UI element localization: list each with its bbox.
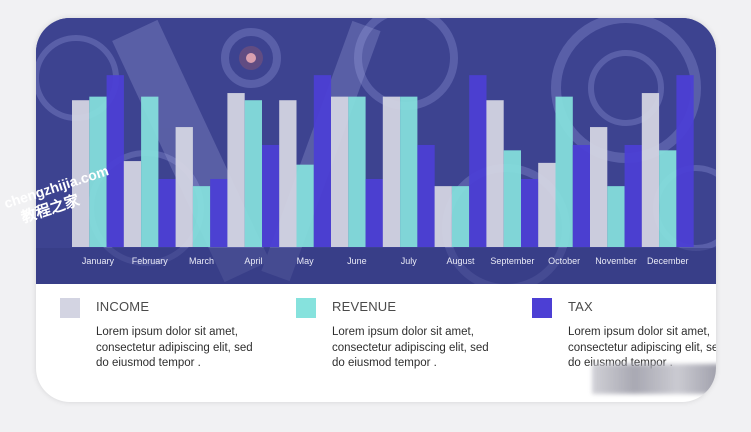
x-tick-label-july: July [401,256,418,266]
bar-revenue-april [244,100,262,247]
bar-tax-november [624,144,642,247]
bar-tax-may [313,75,332,247]
bar-income-june [331,96,349,247]
bar-tax-june [365,178,383,247]
legend-desc-revenue: Lorem ipsum dolor sit amet, consectetur … [332,326,489,369]
blurred-overlay [592,364,716,394]
bar-revenue-march [192,186,211,247]
income-swatch [60,298,80,318]
x-tick-label-october: October [548,256,580,266]
x-tick-label-march: March [189,256,214,266]
bar-income-march [175,127,193,247]
x-tick-label-may: May [297,256,315,266]
bar-chart: January February March April May June July Augu… [72,75,694,266]
bar-revenue-october [555,96,573,247]
bar-revenue-november [607,186,625,247]
bar-revenue-january [89,96,107,247]
bar-income-april [227,93,245,247]
bar-income-august [434,186,452,247]
bar-income-december [641,93,660,247]
bar-income-january [72,100,90,247]
bar-income-july [382,96,401,247]
chart-banner: January February March April May June July Augu… [36,18,716,284]
bar-tax-july [417,144,435,247]
bar-revenue-july [400,96,418,247]
infographic-card: January February March April May June July Augu… [36,18,716,402]
x-tick-label-january: January [82,256,115,266]
x-tick-label-june: June [347,256,367,266]
x-tick-label-august: August [447,256,476,266]
bar-revenue-december [659,150,677,247]
bar-income-february [123,161,142,247]
legend-desc-income: Lorem ipsum dolor sit amet, consectetur … [96,326,253,369]
legend-label-tax: TAX [568,299,593,314]
bar-tax-march [210,178,228,247]
legend-label-income: INCOME [96,299,150,314]
bar-tax-december [676,75,694,247]
legend-label-revenue: REVENUE [332,299,397,314]
bar-tax-february [158,178,176,247]
bar-tax-september [521,178,539,247]
x-tick-label-february: February [132,256,169,266]
bar-tax-april [262,144,280,247]
bar-tax-october [572,144,591,247]
bar-income-november [590,127,608,247]
bar-income-october [538,162,556,247]
bar-income-may [279,100,297,247]
x-tick-label-december: December [647,256,689,266]
x-tick-label-april: April [244,256,262,266]
revenue-swatch [296,298,316,318]
bar-revenue-february [141,96,159,247]
bar-revenue-may [296,164,314,247]
bar-income-september [486,100,504,247]
bar-revenue-june [348,96,366,247]
x-tick-label-november: November [595,256,637,266]
tax-swatch [532,298,552,318]
bar-tax-january [106,75,124,247]
bar-tax-august [469,75,487,247]
bar-revenue-august [451,186,470,247]
x-tick-label-september: September [490,256,534,266]
bar-revenue-september [503,150,521,247]
